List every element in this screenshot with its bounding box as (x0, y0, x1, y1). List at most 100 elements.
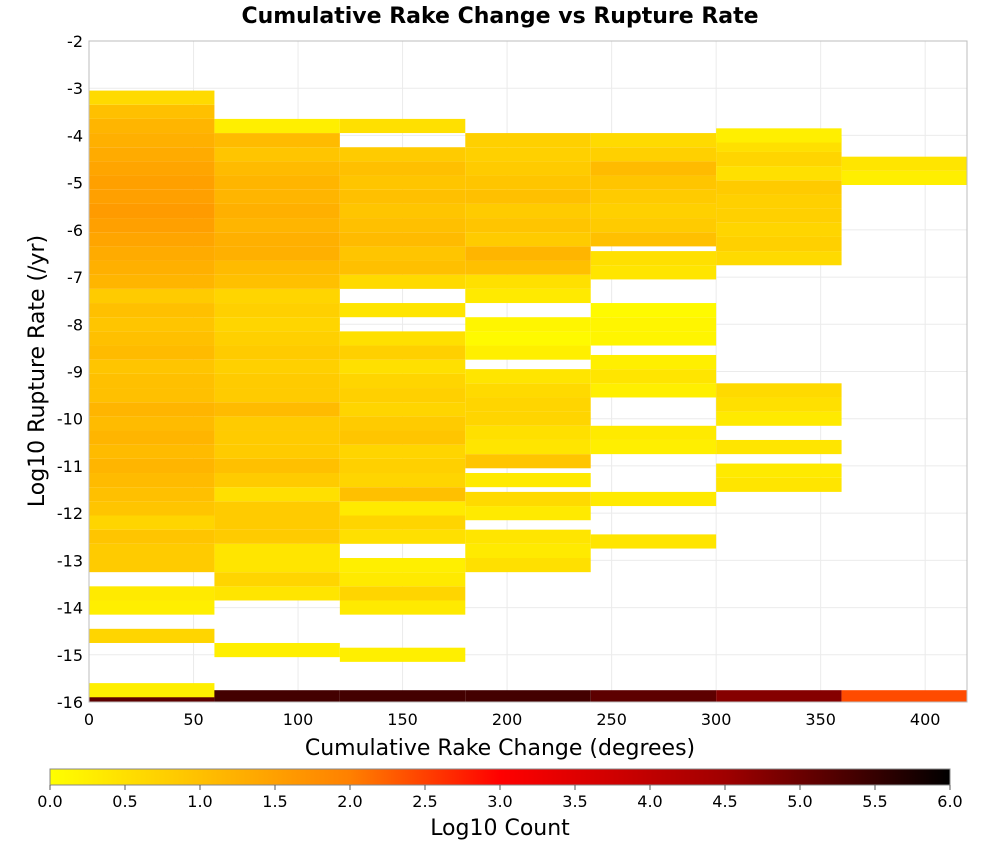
heatmap-cell (89, 402, 215, 417)
heatmap-cell (465, 491, 591, 507)
y-tick-label: -14 (57, 599, 83, 618)
heatmap-cell (214, 161, 340, 176)
heatmap-cell (89, 444, 215, 459)
heatmap-cell (716, 151, 842, 167)
heatmap-cell (465, 369, 591, 384)
heatmap-cell (214, 118, 340, 134)
colorbar-tick-label: 2.5 (412, 792, 437, 811)
heatmap-cell (465, 203, 591, 219)
heatmap-cell (214, 642, 340, 658)
colorbar (49, 768, 951, 786)
heatmap-cell (841, 156, 967, 171)
heatmap-cell (465, 260, 591, 275)
heatmap-cell (89, 303, 215, 318)
heatmap-cell (339, 572, 466, 587)
heatmap-cell (716, 236, 842, 252)
heatmap-cell (590, 133, 717, 148)
heatmap-cell (465, 232, 591, 247)
heatmap-cell (339, 345, 466, 360)
heatmap-cell (339, 189, 466, 204)
heatmap-cell (465, 345, 591, 360)
heatmap-cell (214, 218, 340, 233)
heatmap-cell (590, 265, 717, 280)
heatmap-cell (89, 232, 215, 247)
heatmap-cell (590, 425, 717, 440)
heatmap-cell (465, 189, 591, 204)
heatmap-cell (590, 303, 717, 318)
heatmap-cell (339, 487, 466, 502)
heatmap-cell (339, 501, 466, 516)
heatmap-cell (89, 683, 215, 698)
y-tick-label: -13 (57, 551, 83, 570)
heatmap-cell (339, 203, 466, 219)
heatmap-cell (465, 425, 591, 440)
x-tick-label: 350 (805, 710, 836, 729)
heatmap-cell (339, 647, 466, 662)
heatmap-cell (214, 175, 340, 190)
heatmap-cell (89, 557, 215, 573)
heatmap-cell (89, 487, 215, 502)
heatmap-cell (716, 251, 842, 266)
heatmap-cell (465, 557, 591, 573)
heatmap-cell (339, 218, 466, 233)
colorbar-tick-label: 1.5 (262, 792, 287, 811)
heatmap-cell (716, 411, 842, 426)
y-tick-label: -7 (67, 268, 83, 287)
heatmap-cell (716, 166, 842, 181)
heatmap-cell (339, 473, 466, 488)
heatmap-cell (590, 147, 717, 162)
heatmap-cell (339, 260, 466, 275)
heatmap-cell (89, 628, 215, 643)
heatmap-cell (716, 180, 842, 195)
heatmap-cell (465, 133, 591, 148)
heatmap-cell (339, 416, 466, 431)
heatmap-cell (89, 345, 215, 360)
x-tick-label: 150 (387, 710, 418, 729)
y-tick-label: -6 (67, 221, 83, 240)
heatmap-cell (89, 90, 215, 105)
heatmap-cell (465, 317, 591, 332)
heatmap-cell (590, 161, 717, 176)
heatmap-cell (214, 359, 340, 374)
heatmap-cell (590, 534, 717, 549)
heatmap-cell (465, 454, 591, 469)
heatmap-cell (465, 690, 591, 702)
heatmap-cell (89, 543, 215, 558)
heatmap-cell (465, 331, 591, 346)
colorbar-tick-label: 5.5 (862, 792, 887, 811)
heatmap-cell (214, 458, 340, 474)
heatmap-cell (339, 303, 466, 318)
heatmap-cell (590, 383, 717, 398)
heatmap-cell (590, 175, 717, 190)
heatmap-cell (339, 586, 466, 601)
heatmap-cell (465, 529, 591, 544)
heatmap-cell (214, 416, 340, 431)
heatmap-cell (89, 317, 215, 332)
heatmap-cell (89, 175, 215, 190)
heatmap-cell (716, 128, 842, 143)
heatmap-cell (214, 487, 340, 502)
y-tick-label: -16 (57, 693, 83, 712)
heatmap-cell (465, 543, 591, 558)
heatmap-cell (214, 572, 340, 587)
heatmap-cell (214, 501, 340, 516)
heatmap-cell (89, 473, 215, 488)
x-tick-label: 50 (183, 710, 203, 729)
heatmap-cell (339, 175, 466, 190)
heatmap-cell (214, 288, 340, 304)
x-tick-label: 0 (84, 710, 94, 729)
heatmap-cell (339, 274, 466, 289)
heatmap-cell (465, 147, 591, 162)
heatmap-cell (214, 232, 340, 247)
colorbar-tick-label: 0.0 (37, 792, 62, 811)
heatmap-cell (465, 439, 591, 455)
plot-frame (88, 40, 968, 703)
heatmap-cell (89, 218, 215, 233)
heatmap-cell (339, 373, 466, 389)
heatmap-cell (590, 218, 717, 233)
x-tick-label: 300 (701, 710, 732, 729)
colorbar-tick-label: 3.5 (562, 792, 587, 811)
heatmap-cell (465, 175, 591, 190)
heatmap-cell (214, 246, 340, 261)
heatmap-cell (339, 600, 466, 615)
